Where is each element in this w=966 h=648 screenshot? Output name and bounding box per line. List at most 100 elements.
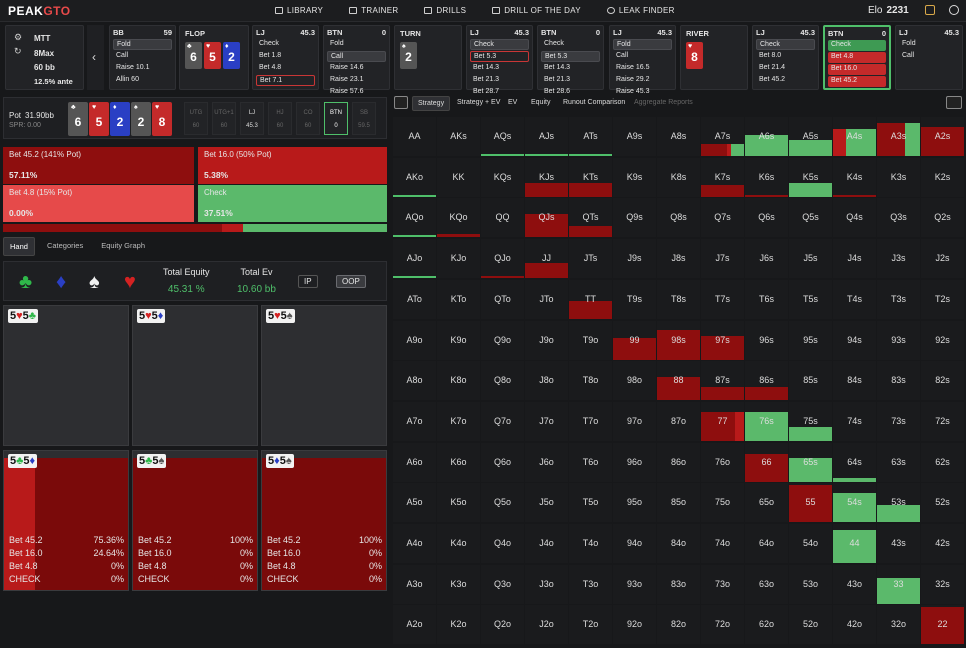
action-box-btn[interactable]: BTN 0 Check Bet 5.3 Bet 14.3 Bet 21.3 Bet 28.6 — [537, 25, 604, 95]
tab-runout-comparison[interactable]: Runout Comparison — [563, 99, 626, 106]
action-option[interactable]: Bet 4.8 — [828, 52, 886, 63]
hand-cell-j7s[interactable]: J7s — [701, 239, 744, 279]
hand-cell-k4o[interactable]: K4o — [437, 524, 480, 563]
hand-cell-82o[interactable]: 82o — [657, 605, 700, 645]
hand-cell-q9s[interactable]: Q9s — [613, 198, 656, 238]
spade-icon[interactable]: ♠ — [89, 271, 100, 293]
hand-cell-96o[interactable]: 96o — [613, 442, 656, 482]
hand-cell-q5s[interactable]: Q5s — [789, 198, 832, 238]
hand-cell-jto[interactable]: JTo — [525, 279, 568, 319]
hand-cell-52s[interactable]: 52s — [921, 483, 964, 523]
hand-cell-43s[interactable]: 43s — [877, 524, 920, 563]
hand-cell-kjs[interactable]: KJs — [525, 157, 568, 197]
hand-cell-77[interactable]: 77 — [701, 401, 744, 441]
hand-cell-q8o[interactable]: Q8o — [481, 361, 524, 401]
combo-card[interactable]: 5♥5♠ — [261, 305, 387, 446]
tab-equity-graph[interactable]: Equity Graph — [101, 241, 145, 250]
hand-cell-43o[interactable]: 43o — [833, 564, 876, 604]
hand-cell-a9s[interactable]: A9s — [613, 117, 656, 156]
hand-cell-jj[interactable]: JJ — [525, 239, 568, 279]
hand-cell-aqs[interactable]: AQs — [481, 117, 524, 156]
hand-cell-k9s[interactable]: K9s — [613, 157, 656, 197]
action-option[interactable]: Bet 28.6 — [544, 88, 571, 95]
tab-aggregate-reports[interactable]: Aggregate Reports — [634, 99, 693, 106]
hand-cell-j7o[interactable]: J7o — [525, 401, 568, 441]
hand-cell-98s[interactable]: 98s — [657, 320, 700, 360]
hand-cell-a8o[interactable]: A8o — [393, 361, 436, 401]
hand-cell-33[interactable]: 33 — [877, 564, 920, 604]
hand-cell-k3o[interactable]: K3o — [437, 564, 480, 604]
nav-trainer[interactable]: TRAINER — [349, 6, 398, 15]
hand-cell-t8o[interactable]: T8o — [569, 361, 612, 401]
hand-cell-a6s[interactable]: A6s — [745, 117, 788, 156]
hand-cell-63s[interactable]: 63s — [877, 442, 920, 482]
hand-cell-j4o[interactable]: J4o — [525, 524, 568, 563]
hand-cell-a4s[interactable]: A4s — [833, 117, 876, 156]
action-option[interactable]: Raise 14.6 — [330, 64, 364, 71]
hand-cell-q6o[interactable]: Q6o — [481, 442, 524, 482]
hand-cell-q9o[interactable]: Q9o — [481, 320, 524, 360]
hand-cell-j6o[interactable]: J6o — [525, 442, 568, 482]
hand-cell-qjs[interactable]: QJs — [525, 198, 568, 238]
hand-cell-87o[interactable]: 87o — [657, 401, 700, 441]
hand-cell-82s[interactable]: 82s — [921, 361, 964, 401]
hand-cell-j9s[interactable]: J9s — [613, 239, 656, 279]
action-option[interactable]: Bet 28.7 — [473, 88, 500, 95]
hand-cell-98o[interactable]: 98o — [613, 361, 656, 401]
hand-cell-97o[interactable]: 97o — [613, 401, 656, 441]
action-box-lj[interactable]: LJ 45.3 Check Bet 5.3 Bet 14.3 Bet 21.3 Bet 28… — [466, 25, 533, 95]
combo-card[interactable]: 5♣5♦ Bet 45.2 75.36% Bet 16.0 24.64% Bet 4.8 0… — [3, 450, 129, 591]
action-option[interactable]: Call — [116, 52, 129, 59]
combo-card[interactable]: 5♥5♦ — [132, 305, 258, 446]
hand-cell-t6s[interactable]: T6s — [745, 279, 788, 319]
hand-cell-53o[interactable]: 53o — [789, 564, 832, 604]
action-option[interactable]: Call — [327, 51, 386, 62]
hand-cell-j5s[interactable]: J5s — [789, 239, 832, 279]
gamepad-icon[interactable] — [946, 96, 962, 109]
hand-cell-k7o[interactable]: K7o — [437, 401, 480, 441]
action-option[interactable]: Check — [544, 40, 564, 47]
hand-cell-kk[interactable]: KK — [437, 157, 480, 197]
hand-cell-83o[interactable]: 83o — [657, 564, 700, 604]
action-option[interactable]: Call — [902, 52, 915, 59]
action-option[interactable]: Raise 23.1 — [330, 76, 364, 83]
hand-cell-65s[interactable]: 65s — [789, 442, 832, 482]
hand-cell-93o[interactable]: 93o — [613, 564, 656, 604]
action-option[interactable]: Bet 45.2 — [828, 76, 886, 87]
seat-lj[interactable]: LJ 45.3 — [240, 102, 264, 135]
hand-cell-t3s[interactable]: T3s — [877, 279, 920, 319]
nav-library[interactable]: LIBRARY — [275, 6, 323, 15]
hand-cell-a4o[interactable]: A4o — [393, 524, 436, 563]
hand-cell-99[interactable]: 99 — [613, 320, 656, 360]
action-3[interactable]: Bet 4.8 (15% Pot) 0.00% — [3, 185, 194, 222]
hand-cell-a5s[interactable]: A5s — [789, 117, 832, 156]
hand-cell-j9o[interactable]: J9o — [525, 320, 568, 360]
hand-cell-q6s[interactable]: Q6s — [745, 198, 788, 238]
hand-cell-q8s[interactable]: Q8s — [657, 198, 700, 238]
action-1[interactable]: Bet 45.2 (141% Pot) 57.11% — [3, 147, 194, 184]
hand-cell-85o[interactable]: 85o — [657, 483, 700, 523]
hand-cell-88[interactable]: 88 — [657, 361, 700, 401]
hand-cell-96s[interactable]: 96s — [745, 320, 788, 360]
hand-cell-a2o[interactable]: A2o — [393, 605, 436, 645]
action-option[interactable]: Raise 29.2 — [616, 76, 650, 83]
hand-cell-ats[interactable]: ATs — [569, 117, 612, 156]
action-option[interactable]: Bet 21.4 — [759, 64, 786, 71]
hand-cell-t4s[interactable]: T4s — [833, 279, 876, 319]
hand-cell-t4o[interactable]: T4o — [569, 524, 612, 563]
hand-cell-94s[interactable]: 94s — [833, 320, 876, 360]
hand-cell-a8s[interactable]: A8s — [657, 117, 700, 156]
hand-cell-52o[interactable]: 52o — [789, 605, 832, 645]
hand-cell-t5s[interactable]: T5s — [789, 279, 832, 319]
diamond-icon[interactable]: ♦ — [56, 271, 67, 293]
nav-drills[interactable]: DRILLS — [424, 6, 466, 15]
hand-cell-a7s[interactable]: A7s — [701, 117, 744, 156]
action-option[interactable]: Bet 14.3 — [544, 64, 571, 71]
hand-cell-j2o[interactable]: J2o — [525, 605, 568, 645]
peakgto-logo[interactable]: PEAKGTO — [8, 4, 71, 18]
action-box-bb[interactable]: BB 59 Fold Call Raise 10.1 Allin 60 — [109, 25, 176, 90]
hand-cell-a9o[interactable]: A9o — [393, 320, 436, 360]
hand-cell-kto[interactable]: KTo — [437, 279, 480, 319]
hand-cell-q4s[interactable]: Q4s — [833, 198, 876, 238]
table-icon[interactable] — [394, 96, 408, 109]
